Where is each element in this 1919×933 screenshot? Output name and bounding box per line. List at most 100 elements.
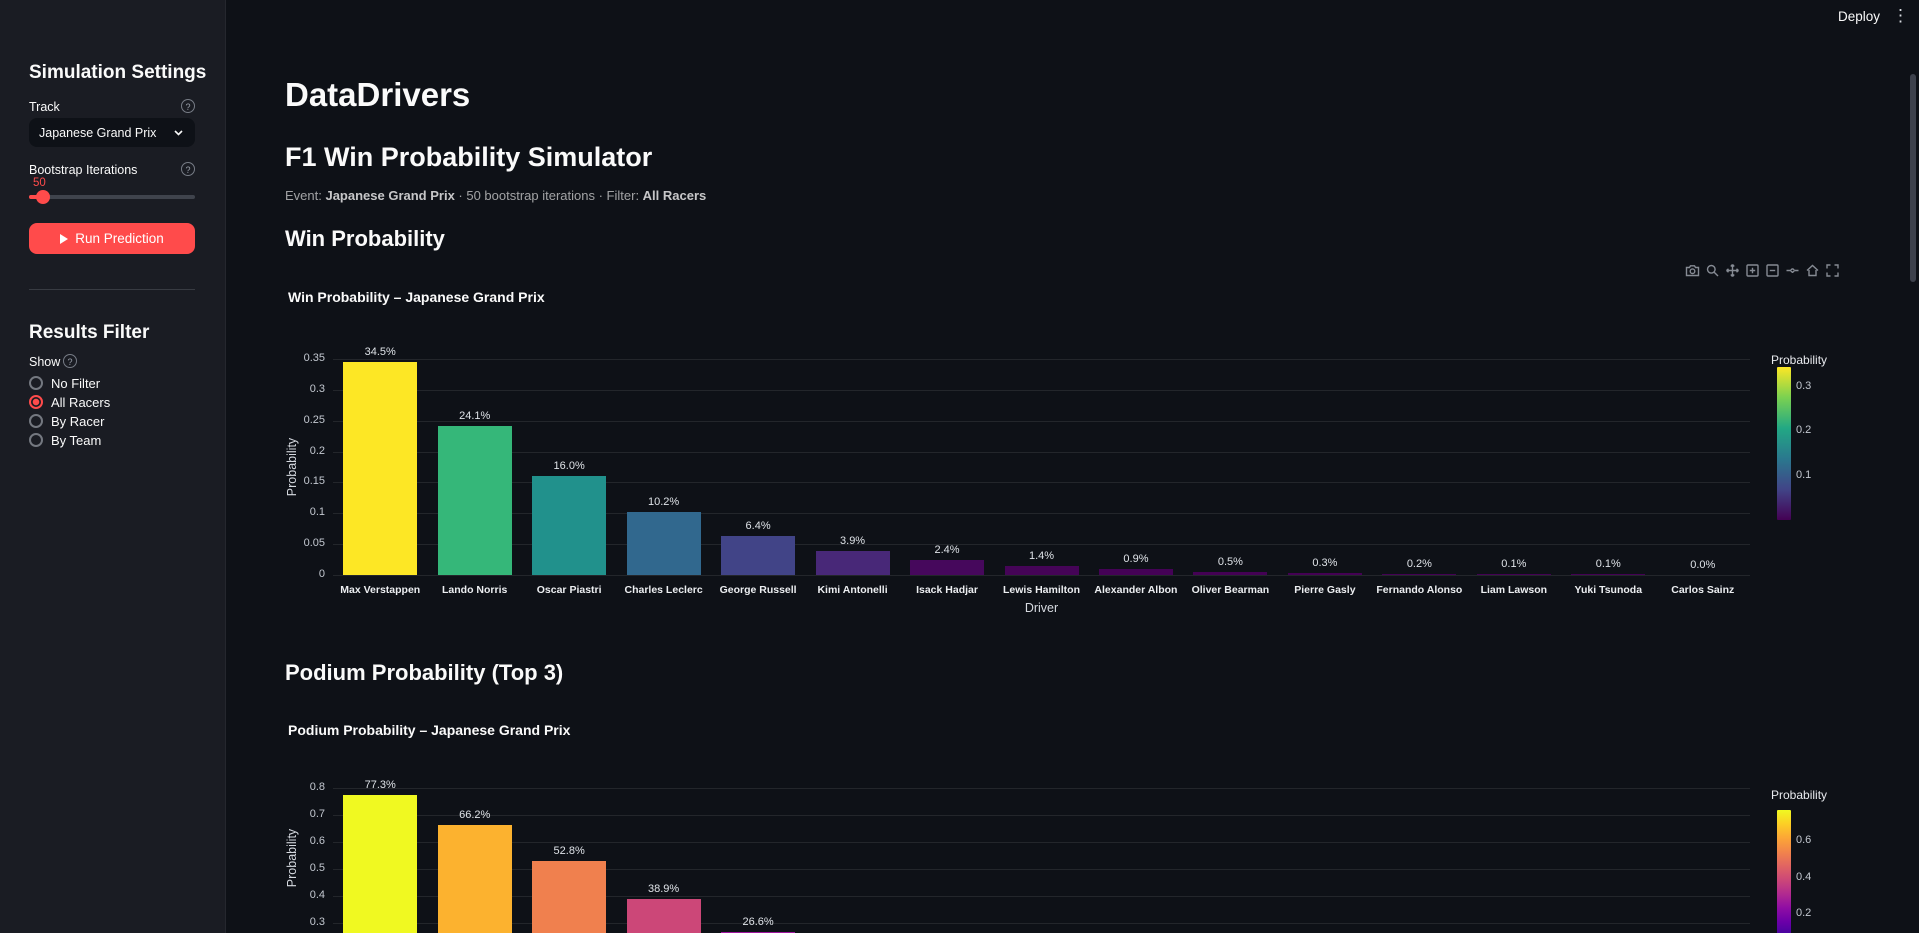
y-tick-label: 0.3 xyxy=(309,382,325,395)
y-tick-label: 0.25 xyxy=(303,413,325,426)
gridline xyxy=(333,389,1750,391)
bar-value-label: 34.5% xyxy=(364,346,396,359)
colorbar xyxy=(1777,367,1791,520)
bar-value-label: 0.1% xyxy=(1595,557,1621,570)
y-tick-label: 0.7 xyxy=(309,808,325,820)
x-tick-label: Yuki Tsunoda xyxy=(1574,584,1643,596)
bar-value-label: 0.2% xyxy=(1406,557,1432,570)
track-select-value: Japanese Grand Prix xyxy=(39,125,157,140)
colorbar-tick-label: 0.6 xyxy=(1796,834,1812,847)
bar-rank-3[interactable] xyxy=(532,861,607,933)
sidebar: Simulation Settings Track ? Japanese Gra… xyxy=(0,0,226,933)
x-tick-label: George Russell xyxy=(719,584,797,596)
zoom-out-icon[interactable] xyxy=(1765,263,1780,278)
colorbar-tick-label: 0.1 xyxy=(1796,468,1812,481)
fullscreen-icon[interactable] xyxy=(1825,263,1840,278)
gridline xyxy=(333,420,1750,422)
bar-Max Verstappen[interactable] xyxy=(343,362,418,575)
gridline xyxy=(333,842,1750,843)
x-tick-label: Oliver Bearman xyxy=(1191,584,1270,596)
run-prediction-button[interactable]: Run Prediction xyxy=(29,223,195,254)
bar-value-label: 0.3% xyxy=(1312,557,1338,570)
bar-rank-4[interactable] xyxy=(626,898,701,933)
reset-axes-home-icon[interactable] xyxy=(1805,263,1820,278)
bar-Fernando Alonso[interactable] xyxy=(1382,573,1457,575)
bar-Charles Leclerc[interactable] xyxy=(626,512,701,575)
bar-value-label: 52.8% xyxy=(553,845,585,858)
bar-value-label: 0.9% xyxy=(1123,553,1149,566)
colorbar-tick-label: 0.3 xyxy=(1796,379,1812,392)
bar-value-label: 26.6% xyxy=(742,916,774,929)
iterations-slider-track[interactable] xyxy=(29,195,195,199)
x-tick-label: Isack Hadjar xyxy=(916,584,978,596)
play-icon xyxy=(60,233,69,244)
x-tick-label: Kimi Antonelli xyxy=(817,584,888,596)
colorbar xyxy=(1777,810,1791,933)
y-tick-label: 0 xyxy=(318,568,325,580)
bar-value-label: 3.9% xyxy=(840,534,866,547)
kebab-menu-icon[interactable]: ⋮ xyxy=(1892,6,1909,25)
gridline xyxy=(333,575,1750,576)
bar-rank-2[interactable] xyxy=(437,825,512,933)
bar-Lando Norris[interactable] xyxy=(437,426,512,575)
bar-value-label: 38.9% xyxy=(648,882,680,895)
radio-no-filter[interactable]: No Filter xyxy=(29,375,100,391)
radio-icon xyxy=(29,376,43,390)
bar-Lewis Hamilton[interactable] xyxy=(1004,566,1079,575)
track-help-icon[interactable]: ? xyxy=(181,99,195,113)
y-tick-label: 0.35 xyxy=(303,352,325,364)
bar-Isack Hadjar[interactable] xyxy=(910,560,985,575)
gridline xyxy=(333,451,1750,453)
x-tick-label: Max Verstappen xyxy=(340,584,421,596)
chart2-y-axis-title: Probability xyxy=(285,828,299,888)
section-win-probability: Win Probability xyxy=(285,226,445,251)
bar-Liam Lawson[interactable] xyxy=(1476,573,1551,575)
iterations-help-icon[interactable]: ? xyxy=(181,162,195,176)
pan-icon[interactable] xyxy=(1725,263,1740,278)
plotly-modebar xyxy=(1685,263,1840,278)
track-select[interactable]: Japanese Grand Prix xyxy=(29,118,195,147)
bar-Alexander Albon[interactable] xyxy=(1098,569,1173,575)
bar-Yuki Tsunoda[interactable] xyxy=(1571,573,1646,575)
caption-part: Event: xyxy=(285,188,326,203)
radio-selected-icon xyxy=(29,395,43,409)
radio-label: By Racer xyxy=(51,413,105,429)
bar-value-label: 24.1% xyxy=(459,410,491,423)
bar-value-label: 6.4% xyxy=(745,519,771,532)
x-tick-label: Liam Lawson xyxy=(1480,584,1548,596)
bar-value-label: 66.2% xyxy=(459,809,491,822)
show-help-icon[interactable]: ? xyxy=(63,354,77,368)
y-tick-label: 0.05 xyxy=(303,537,325,550)
gridline xyxy=(333,788,1750,789)
chart1-title: Win Probability – Japanese Grand Prix xyxy=(288,289,545,305)
zoom-icon[interactable] xyxy=(1705,263,1720,278)
camera-icon[interactable] xyxy=(1685,263,1700,278)
x-tick-label: Charles Leclerc xyxy=(624,584,703,596)
chart2-title: Podium Probability – Japanese Grand Prix xyxy=(288,722,571,738)
bar-Pierre Gasly[interactable] xyxy=(1287,573,1362,575)
deploy-button[interactable]: Deploy xyxy=(1838,9,1881,24)
bar-George Russell[interactable] xyxy=(721,535,796,575)
run-prediction-label: Run Prediction xyxy=(75,231,164,246)
bar-Oliver Bearman[interactable] xyxy=(1193,571,1268,575)
caption-filter: All Racers xyxy=(642,188,707,203)
iterations-slider-handle[interactable] xyxy=(36,190,50,204)
track-label: Track xyxy=(29,100,60,114)
radio-by-team[interactable]: By Team xyxy=(29,432,101,448)
caption-part: · 50 bootstrap iterations · Filter: xyxy=(454,188,643,203)
bar-value-label: 2.4% xyxy=(934,544,960,557)
radio-icon xyxy=(29,414,43,428)
radio-all-racers[interactable]: All Racers xyxy=(29,394,110,410)
colorbar-tick-label: 0.2 xyxy=(1796,906,1812,919)
y-tick-label: 0.3 xyxy=(309,916,325,928)
radio-by-racer[interactable]: By Racer xyxy=(29,413,104,429)
autoscale-icon[interactable] xyxy=(1785,263,1800,278)
radio-label: All Racers xyxy=(51,394,111,410)
bar-Kimi Antonelli[interactable] xyxy=(815,550,890,575)
scrollbar-thumb[interactable] xyxy=(1910,74,1916,282)
colorbar-title: Probability xyxy=(1771,788,1828,802)
zoom-in-icon[interactable] xyxy=(1745,263,1760,278)
x-tick-label: Carlos Sainz xyxy=(1671,584,1735,596)
bar-Oscar Piastri[interactable] xyxy=(532,476,607,575)
bar-rank-1[interactable] xyxy=(343,795,418,933)
